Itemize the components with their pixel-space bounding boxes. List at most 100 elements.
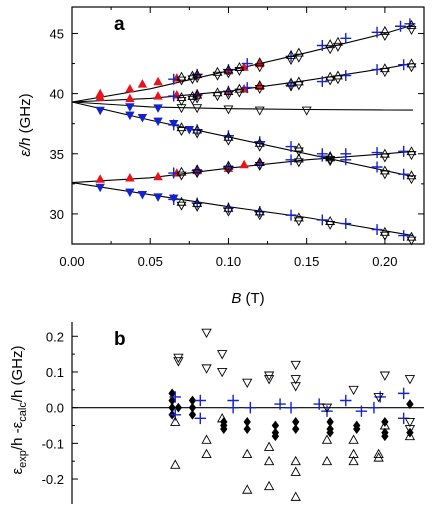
data-point-plus bbox=[398, 168, 410, 180]
data-point-open-triangle-down bbox=[379, 68, 390, 78]
data-point-open-triangle-up bbox=[212, 87, 223, 97]
data-point-filled-triangle-down bbox=[125, 111, 135, 121]
fit-curve-3 bbox=[71, 101, 414, 111]
data-point-filled-triangle-down bbox=[95, 183, 105, 193]
data-point-open-triangle-up bbox=[404, 430, 416, 441]
panel-a: 0.00 0.05 0.10 0.15 0.20 30 35 40 45 a B (T) ε/h… bbox=[17, 6, 425, 307]
data-point-open-triangle-up bbox=[379, 226, 390, 236]
panel-a-y-axis-label: ε/h (GHz) bbox=[17, 93, 34, 156]
data-point-open-triangle-up bbox=[293, 47, 304, 57]
data-point-plus bbox=[316, 214, 328, 226]
data-point-open-triangle-up bbox=[379, 420, 391, 430]
data-point-filled-triangle-up bbox=[125, 173, 135, 182]
data-point-plus bbox=[274, 398, 286, 410]
data-point-plus bbox=[397, 387, 410, 400]
data-point-filled-triangle-up bbox=[239, 159, 249, 169]
data-point-open-triangle-down bbox=[325, 157, 336, 167]
data-point-filled-triangle-up bbox=[255, 58, 265, 68]
data-point-filled-diamond bbox=[292, 424, 300, 434]
series-open-triangle-up bbox=[170, 413, 416, 501]
data-point-open-triangle-down bbox=[254, 84, 265, 94]
data-point-open-triangle-down bbox=[379, 371, 391, 381]
data-point-open-triangle-up bbox=[192, 69, 203, 79]
data-point-open-triangle-up bbox=[373, 448, 384, 459]
data-point-open-triangle-up bbox=[325, 216, 336, 225]
data-point-open-triangle-down bbox=[201, 364, 212, 374]
y-tick-label: -0.2 bbox=[42, 472, 64, 487]
data-point-open-triangle-up bbox=[201, 434, 212, 444]
data-point-filled-triangle-up bbox=[153, 91, 163, 100]
data-point-open-triangle-up bbox=[176, 196, 187, 206]
data-point-open-triangle-up bbox=[348, 455, 359, 466]
data-point-open-triangle-down bbox=[290, 360, 301, 371]
data-point-open-triangle-down bbox=[173, 357, 184, 367]
y-tick-label: 0.0 bbox=[46, 401, 64, 416]
data-point-filled-diamond bbox=[406, 399, 414, 409]
panel-b-axis-ticks: -0.2 -0.1 0.0 0.1 0.2 bbox=[42, 329, 78, 487]
data-point-open-triangle-up bbox=[406, 170, 417, 180]
series-open-triangle-up bbox=[176, 19, 417, 241]
data-point-filled-triangle-up bbox=[125, 93, 135, 103]
data-point-open-triangle-down bbox=[223, 69, 234, 79]
data-point-open-triangle-down bbox=[223, 136, 234, 146]
data-point-open-triangle-up bbox=[192, 197, 203, 207]
data-point-open-triangle-down bbox=[404, 425, 416, 435]
y-axis-unit: (GHz) bbox=[17, 93, 34, 137]
data-point-filled-triangle-up bbox=[153, 76, 163, 86]
data-point-open-triangle-up bbox=[234, 83, 245, 93]
panel-b-y-axis-label: εexp/h -εcalc/h (GHz) bbox=[9, 345, 29, 474]
data-point-open-triangle-up bbox=[379, 63, 390, 73]
data-point-plus bbox=[355, 405, 368, 417]
data-point-plus bbox=[194, 412, 207, 425]
data-point-plus bbox=[316, 76, 328, 88]
y-tick-label: -0.1 bbox=[42, 436, 64, 451]
data-point-open-triangle-up bbox=[223, 86, 234, 96]
data-point-open-triangle-down bbox=[379, 153, 390, 163]
data-point-plus bbox=[241, 82, 253, 94]
data-point-open-triangle-up bbox=[290, 455, 301, 466]
data-point-open-triangle-up bbox=[406, 146, 417, 156]
data-point-filled-triangle-down bbox=[184, 126, 195, 135]
data-point-open-triangle-down bbox=[379, 32, 390, 41]
data-point-open-triangle-up bbox=[293, 76, 304, 86]
data-point-plus bbox=[168, 194, 180, 205]
data-point-plus bbox=[340, 148, 352, 160]
data-point-open-triangle-up bbox=[293, 212, 304, 222]
data-point-plus bbox=[169, 391, 181, 403]
y-label-subscript: exp bbox=[17, 450, 29, 468]
series-filled-diamond bbox=[168, 388, 414, 442]
data-point-plus bbox=[241, 58, 253, 70]
data-point-open-triangle-up bbox=[223, 131, 234, 141]
data-point-open-triangle-up bbox=[170, 416, 181, 426]
data-point-filled-triangle-down bbox=[153, 193, 163, 202]
data-point-filled-triangle-down bbox=[125, 188, 135, 198]
data-point-open-triangle-down bbox=[223, 91, 234, 100]
fit-curve-4 bbox=[71, 101, 414, 178]
data-point-open-triangle-down bbox=[192, 94, 203, 104]
y-tick-label: 30 bbox=[50, 207, 64, 222]
y-tick-label: 0.1 bbox=[46, 365, 64, 380]
data-point-open-triangle-down bbox=[406, 63, 417, 73]
series-filled-triangle-up bbox=[95, 58, 265, 183]
x-tick-label: 0.20 bbox=[372, 254, 397, 269]
data-point-open-triangle-down bbox=[325, 220, 336, 230]
data-point-open-triangle-down bbox=[406, 175, 417, 185]
data-point-open-triangle-up bbox=[290, 466, 301, 476]
data-point-open-triangle-up bbox=[332, 36, 343, 46]
data-point-open-triangle-up bbox=[254, 57, 265, 67]
y-label-text: ε bbox=[9, 468, 26, 475]
data-point-open-triangle-down bbox=[406, 26, 417, 35]
data-point-open-triangle-up bbox=[242, 448, 253, 459]
data-point-open-triangle-up bbox=[332, 70, 343, 80]
data-point-plus bbox=[340, 32, 352, 44]
data-point-open-triangle-down bbox=[286, 56, 296, 66]
data-point-open-triangle-down bbox=[176, 201, 187, 211]
data-point-open-triangle-up bbox=[192, 89, 203, 99]
data-point-open-triangle-down bbox=[290, 382, 301, 392]
data-point-plus bbox=[168, 90, 180, 102]
data-point-open-triangle-down bbox=[373, 392, 384, 403]
data-point-open-triangle-up bbox=[223, 64, 234, 74]
data-point-filled-triangle-down bbox=[95, 106, 105, 116]
y-label-text: /h (GHz) bbox=[9, 345, 26, 402]
data-point-open-triangle-up bbox=[321, 455, 333, 466]
